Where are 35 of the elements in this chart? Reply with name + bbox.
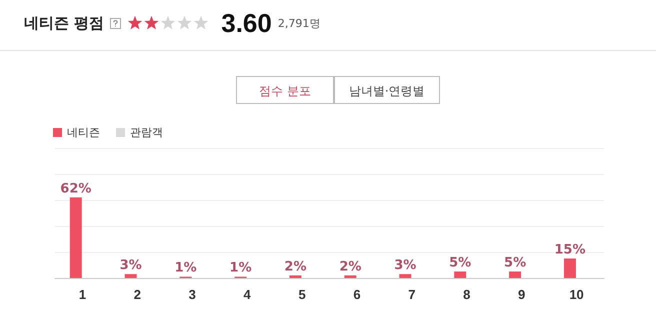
x-tick-label: 6 [353, 287, 361, 302]
data-label: 1% [230, 260, 252, 276]
x-tick-label: 5 [298, 287, 306, 302]
bar [124, 274, 137, 278]
x-tick-label: 1 [78, 287, 86, 302]
legend-label: 네티즌 [67, 126, 100, 139]
data-label: 5% [449, 256, 472, 270]
text: 2,791명 [278, 16, 320, 30]
x-tick-label: 9 [518, 287, 526, 302]
data-label: 3% [120, 258, 142, 274]
bar [344, 275, 356, 278]
x-tick-label: 7 [408, 287, 416, 302]
bar [70, 197, 82, 278]
x-tick-label: 10 [569, 287, 584, 302]
data-label: 2% [339, 259, 362, 274]
data-label: 5% [504, 256, 526, 270]
x-tick-label: 8 [463, 287, 470, 302]
bar [454, 272, 466, 278]
data-label: 1% [174, 260, 197, 276]
data-label: 2% [284, 259, 306, 274]
text: 점수 분포 [236, 76, 334, 104]
x-tick-label: 4 [244, 287, 252, 302]
text: 남녀별·연령별 [334, 76, 440, 104]
bar [564, 258, 576, 278]
chart-title: 네티즌 평점 [24, 14, 104, 32]
legend-label: 관람객 [130, 126, 163, 139]
text: 3.60 [221, 8, 272, 38]
data-label: 3% [394, 258, 416, 274]
data-label: 15% [554, 242, 586, 258]
bar [509, 272, 522, 278]
data-label: 62% [60, 181, 92, 196]
bar [289, 275, 302, 278]
x-tick-label: 3 [188, 287, 196, 302]
x-tick-label: 2 [134, 287, 141, 302]
bar [399, 274, 412, 278]
